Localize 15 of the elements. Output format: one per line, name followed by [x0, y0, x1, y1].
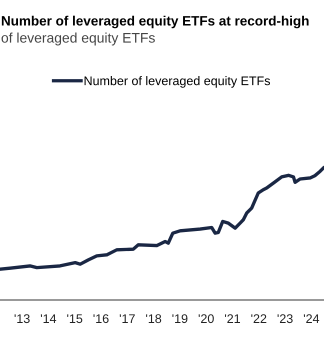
x-tick-label: '16 — [93, 314, 109, 324]
x-tick-label: '24 — [304, 314, 320, 323]
x-tick-label: '18 — [146, 314, 162, 324]
x-tick-label: '14 — [40, 314, 56, 323]
x-tick-label: '19 — [172, 314, 188, 324]
legend-label: Number of leveraged equity ETFs — [84, 76, 270, 88]
chart-subtitle: of leveraged equity ETFs — [2, 32, 155, 46]
x-tick-label: '23 — [278, 314, 293, 324]
x-tick-label: '13 — [14, 314, 30, 324]
chart-title: Number of leveraged equity ETFs at record-high — [2, 16, 309, 28]
x-tick-label: '15 — [67, 314, 82, 324]
x-tick-label: '17 — [120, 314, 135, 323]
x-tick-label: '21 — [224, 314, 240, 323]
x-tick-label: '20 — [198, 314, 214, 324]
x-tick-label: '22 — [251, 314, 266, 323]
